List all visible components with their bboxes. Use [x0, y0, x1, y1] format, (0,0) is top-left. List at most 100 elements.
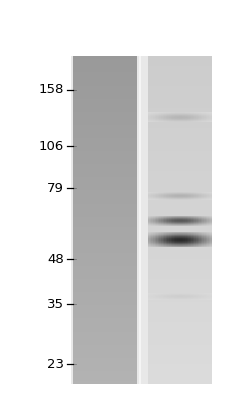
Bar: [148, 256, 211, 259]
Bar: [148, 259, 211, 263]
Bar: [73, 56, 136, 59]
Bar: [148, 200, 211, 204]
Bar: [148, 141, 211, 144]
Bar: [148, 220, 211, 223]
Bar: [148, 158, 211, 161]
Bar: [148, 296, 211, 299]
Bar: [73, 102, 136, 105]
Bar: [148, 135, 211, 138]
Bar: [73, 187, 136, 190]
Bar: [73, 135, 136, 138]
Bar: [73, 269, 136, 272]
Bar: [73, 108, 136, 112]
Bar: [73, 332, 136, 335]
Bar: [148, 371, 211, 374]
Bar: [73, 95, 136, 99]
Bar: [148, 272, 211, 276]
Bar: [148, 79, 211, 82]
Bar: [148, 82, 211, 86]
Bar: [148, 125, 211, 128]
Bar: [73, 69, 136, 72]
Bar: [148, 138, 211, 141]
Bar: [73, 292, 136, 296]
Bar: [73, 354, 136, 358]
Bar: [148, 243, 211, 246]
Bar: [148, 282, 211, 286]
Bar: [73, 220, 136, 223]
Bar: [148, 122, 211, 125]
Bar: [73, 351, 136, 354]
Bar: [148, 345, 211, 348]
Bar: [148, 59, 211, 62]
Bar: [73, 190, 136, 194]
Bar: [148, 207, 211, 210]
Bar: [148, 72, 211, 76]
Bar: [148, 56, 211, 59]
Bar: [148, 236, 211, 240]
Bar: [73, 299, 136, 302]
Bar: [73, 158, 136, 161]
Bar: [148, 276, 211, 279]
Bar: [73, 318, 136, 322]
Bar: [73, 141, 136, 144]
Bar: [73, 374, 136, 378]
Bar: [73, 66, 136, 69]
Bar: [73, 263, 136, 266]
Bar: [73, 200, 136, 204]
Bar: [148, 368, 211, 371]
Bar: [73, 233, 136, 236]
Bar: [73, 122, 136, 125]
Bar: [73, 250, 136, 253]
Bar: [148, 174, 211, 177]
Bar: [73, 289, 136, 292]
Bar: [148, 230, 211, 233]
Bar: [73, 197, 136, 200]
Bar: [148, 263, 211, 266]
Bar: [73, 214, 136, 217]
Bar: [148, 62, 211, 66]
Bar: [73, 86, 136, 89]
Bar: [73, 204, 136, 207]
Bar: [73, 194, 136, 197]
Bar: [148, 292, 211, 296]
Bar: [148, 95, 211, 99]
Bar: [148, 246, 211, 250]
Bar: [73, 79, 136, 82]
Bar: [73, 118, 136, 122]
Bar: [73, 59, 136, 62]
Bar: [148, 348, 211, 351]
Bar: [148, 381, 211, 384]
Bar: [148, 341, 211, 345]
Bar: [148, 332, 211, 335]
Bar: [73, 171, 136, 174]
Bar: [73, 210, 136, 214]
Bar: [148, 305, 211, 308]
Bar: [73, 105, 136, 108]
Bar: [148, 358, 211, 361]
Bar: [148, 144, 211, 148]
Bar: [148, 308, 211, 312]
Bar: [73, 276, 136, 279]
Bar: [148, 223, 211, 226]
Bar: [148, 289, 211, 292]
Bar: [73, 72, 136, 76]
Bar: [73, 138, 136, 141]
Bar: [148, 112, 211, 115]
Bar: [73, 328, 136, 332]
Bar: [73, 296, 136, 299]
Bar: [73, 62, 136, 66]
Bar: [73, 168, 136, 171]
Bar: [73, 82, 136, 86]
Bar: [148, 99, 211, 102]
Text: 106: 106: [38, 140, 64, 153]
Bar: [148, 76, 211, 79]
Bar: [73, 302, 136, 305]
Bar: [73, 226, 136, 230]
Bar: [73, 174, 136, 177]
Bar: [148, 269, 211, 272]
Bar: [73, 335, 136, 338]
Bar: [73, 148, 136, 151]
Bar: [73, 348, 136, 351]
Bar: [73, 246, 136, 250]
Bar: [73, 368, 136, 371]
